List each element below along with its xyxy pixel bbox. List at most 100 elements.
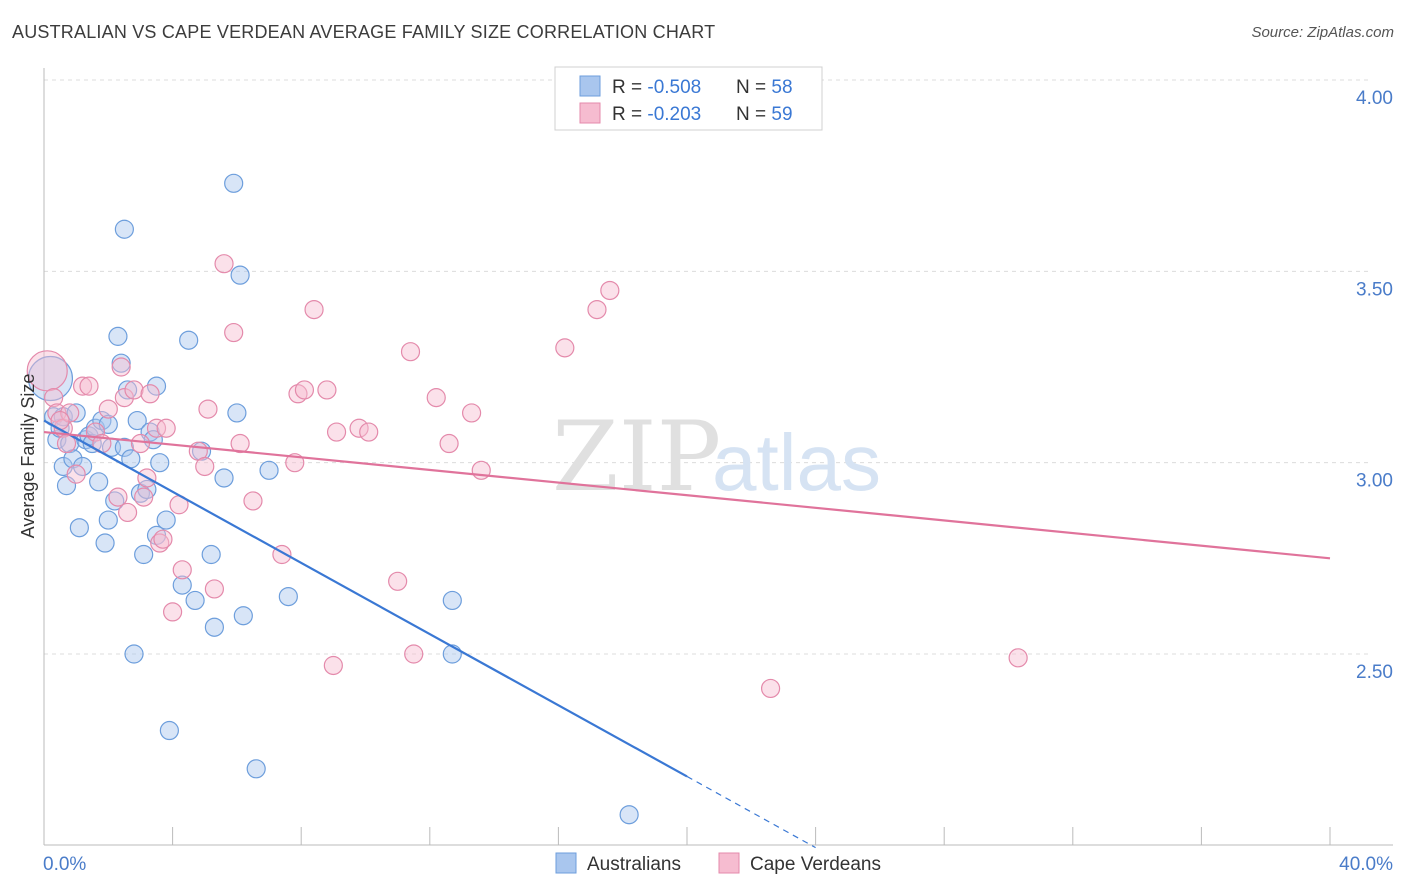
grid-lines xyxy=(44,79,1370,655)
data-point xyxy=(439,433,459,454)
data-point xyxy=(359,422,379,442)
y-tick-labels: 4.00 3.50 3.00 2.50 xyxy=(1356,88,1393,683)
data-point xyxy=(44,388,64,408)
data-point xyxy=(47,430,67,450)
data-point xyxy=(130,433,151,454)
data-point xyxy=(243,491,263,511)
axes xyxy=(43,68,1393,846)
data-point xyxy=(587,300,607,320)
data-point xyxy=(204,579,224,599)
data-point xyxy=(140,384,160,404)
y-tick-2: 3.00 xyxy=(1356,471,1393,492)
data-point xyxy=(555,338,575,358)
data-point xyxy=(69,518,89,538)
legend-r-label-2: R = xyxy=(612,104,647,125)
data-point xyxy=(259,460,279,480)
watermark: ZIP atlas xyxy=(552,401,881,513)
data-point xyxy=(66,403,86,423)
data-point xyxy=(278,586,298,607)
watermark-atlas: atlas xyxy=(712,418,881,507)
legend-n-cape-verdeans: N = 59 xyxy=(736,104,793,125)
legend-n-value-2: 59 xyxy=(771,104,792,125)
bottom-legend-australians: Australians xyxy=(587,854,681,875)
y-axis-label: Average Family Size xyxy=(18,374,38,539)
data-point xyxy=(323,655,343,676)
data-point xyxy=(317,380,337,400)
data-point xyxy=(89,472,109,492)
data-point xyxy=(111,357,131,377)
data-point xyxy=(349,418,369,438)
y-tick-1: 3.50 xyxy=(1356,279,1393,300)
data-point xyxy=(1008,648,1028,668)
legend-r-value-1: -0.508 xyxy=(647,77,701,98)
data-point xyxy=(60,403,80,423)
data-point xyxy=(95,533,115,553)
data-point xyxy=(156,510,176,530)
data-point xyxy=(400,342,421,362)
trend-lines xyxy=(43,419,1331,849)
data-point xyxy=(127,410,147,431)
data-point xyxy=(79,376,99,396)
data-point xyxy=(150,453,170,473)
data-point xyxy=(146,418,167,438)
data-point xyxy=(108,326,128,346)
trend-line-1 xyxy=(43,430,1331,560)
data-point xyxy=(114,437,134,457)
data-point xyxy=(179,330,199,350)
trend-line-extension-0 xyxy=(686,775,816,849)
data-point xyxy=(108,487,128,507)
data-point xyxy=(134,544,154,565)
data-point xyxy=(600,280,620,301)
chart-title: AUSTRALIAN VS CAPE VERDEAN AVERAGE FAMIL… xyxy=(12,22,716,42)
data-point xyxy=(198,399,218,419)
legend-swatch-cape-verdeans xyxy=(579,102,601,124)
legend-n-label-2: N = xyxy=(736,104,771,125)
data-points xyxy=(26,173,1028,825)
data-point xyxy=(227,403,247,423)
data-point xyxy=(72,456,93,477)
data-point xyxy=(224,322,244,343)
trend-line-0 xyxy=(43,419,688,778)
legend-row-australians: R = -0.508 xyxy=(612,77,701,98)
data-point xyxy=(172,560,192,580)
data-point xyxy=(404,644,424,664)
data-point xyxy=(233,606,253,626)
data-point xyxy=(195,456,215,477)
data-point xyxy=(461,403,482,423)
watermark-zip: ZIP xyxy=(552,401,721,513)
bottom-legend-cape-verdeans: Cape Verdeans xyxy=(750,854,881,875)
y-tick-0: 4.00 xyxy=(1356,88,1393,109)
y-tick-3: 2.50 xyxy=(1356,662,1393,683)
legend-r-value-2: -0.203 xyxy=(647,104,701,125)
data-point xyxy=(230,265,250,285)
data-point xyxy=(114,219,134,239)
legend: R = -0.508 N = 58 R = -0.203 N = 59 xyxy=(554,66,823,131)
data-point xyxy=(230,433,250,454)
legend-n-value-1: 58 xyxy=(771,77,792,98)
x-tick-max: 40.0% xyxy=(1339,854,1393,875)
x-tick-min: 0.0% xyxy=(43,854,86,875)
data-point xyxy=(134,487,154,507)
data-point xyxy=(201,544,221,565)
data-point xyxy=(388,571,408,591)
data-point xyxy=(124,380,144,400)
data-point xyxy=(159,720,179,741)
data-point xyxy=(66,464,86,484)
legend-swatch-australians xyxy=(579,75,601,97)
data-point xyxy=(98,510,118,530)
data-point xyxy=(153,529,173,549)
data-point xyxy=(146,376,167,396)
bottom-legend-swatch-australians xyxy=(555,852,577,874)
legend-r-label-1: R = xyxy=(612,77,647,98)
data-point xyxy=(163,602,183,622)
data-point xyxy=(246,759,266,779)
data-point xyxy=(72,376,93,396)
data-point xyxy=(185,590,205,611)
x-tick-labels: 0.0% 40.0% xyxy=(43,854,1393,875)
data-point xyxy=(214,468,234,488)
data-point xyxy=(124,644,144,664)
data-point xyxy=(114,388,134,408)
data-point xyxy=(172,575,192,595)
data-point xyxy=(619,805,639,825)
